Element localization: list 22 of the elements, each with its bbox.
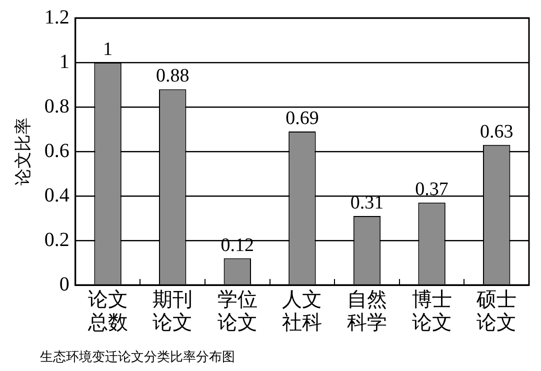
data-label: 0.88 [156, 66, 190, 87]
y-tick-label: 1 [59, 50, 70, 73]
y-tick-label: 1.2 [44, 6, 70, 28]
y-tick-label: 0.8 [44, 95, 70, 118]
data-label: 1 [103, 38, 113, 60]
x-tick-label: 论文总数 [86, 288, 128, 334]
y-axis-title: 论文比率 [14, 118, 34, 186]
text: 生态环境变迁论文分类比率分布图 [40, 349, 235, 366]
data-label: 0.37 [415, 179, 448, 200]
x-tick-label: 硕士论文 [476, 288, 517, 334]
x-tick-label: 人文社科 [282, 288, 322, 334]
data-label: 0.69 [286, 108, 319, 129]
x-tick-label: 学位论文 [217, 288, 258, 334]
y-tick-label: 0.6 [44, 140, 70, 162]
x-tick-label: 期刊论文 [152, 288, 193, 334]
x-tick-label: 自然科学 [347, 288, 387, 334]
data-label: 0.31 [350, 192, 384, 214]
x-tick-label: 博士论文 [412, 288, 452, 334]
y-tick-label: 0.2 [44, 228, 70, 251]
y-tick-label: 0 [59, 273, 70, 296]
data-label: 0.63 [480, 121, 514, 142]
y-tick-label: 0.4 [44, 184, 70, 206]
